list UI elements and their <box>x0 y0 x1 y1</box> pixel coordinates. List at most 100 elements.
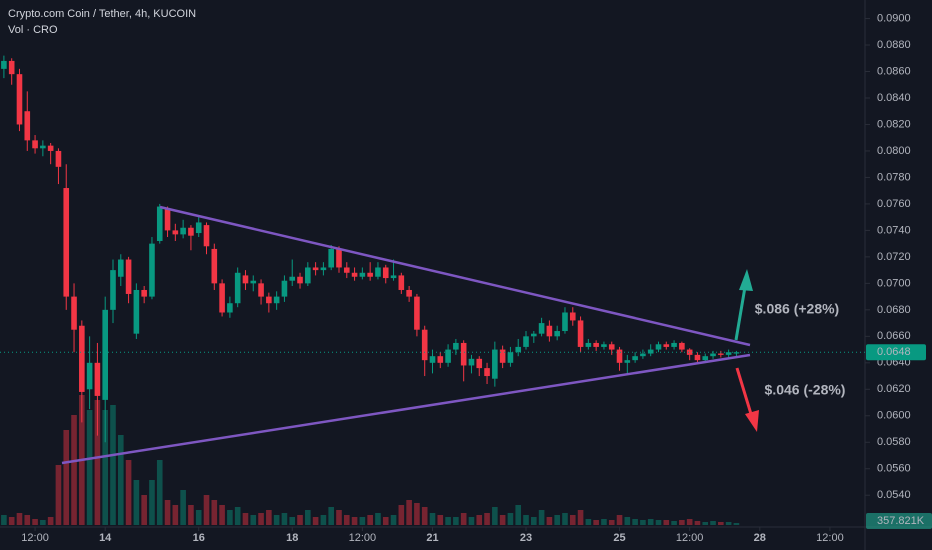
x-tick-label: 23 <box>520 532 532 544</box>
volume-bar <box>390 515 397 525</box>
candle-body <box>476 358 483 369</box>
volume-bar <box>8 517 15 525</box>
candle-body <box>569 312 576 321</box>
volume-bar <box>141 495 147 525</box>
volume-bar <box>172 505 179 525</box>
y-tick-label: 0.0660 <box>877 330 911 342</box>
candle-body <box>640 353 646 357</box>
volume-bar <box>234 507 241 525</box>
y-tick-label: 0.0820 <box>877 118 911 130</box>
candle-body <box>702 356 709 361</box>
y-tick-label: 0.0720 <box>877 251 911 263</box>
volume-bar <box>273 515 280 525</box>
candle-body <box>328 248 334 268</box>
candle-body <box>149 243 155 297</box>
candle-body <box>351 272 358 277</box>
candle-body <box>593 342 599 347</box>
candle-body <box>453 342 459 350</box>
volume-bar <box>219 505 225 525</box>
volume-bar <box>647 519 654 525</box>
volume-bar <box>507 513 514 525</box>
trend-line-lower <box>61 353 751 465</box>
volume-bar <box>266 510 272 525</box>
volume-bar <box>499 515 506 525</box>
volume-bar <box>242 513 249 525</box>
volume-bar <box>16 513 23 525</box>
candle-layer <box>1 55 740 443</box>
volume-bar <box>375 513 381 525</box>
volume-bar <box>195 510 202 525</box>
candle-body <box>79 325 85 392</box>
candle-body <box>585 342 592 347</box>
up-arrow <box>734 286 747 341</box>
candle-body <box>414 296 420 330</box>
x-tick-label: 12:00 <box>816 532 844 544</box>
y-tick-label: 0.0680 <box>877 304 911 316</box>
x-tick-label: 18 <box>286 532 298 544</box>
volume-bar <box>63 430 70 525</box>
volume-bar <box>328 507 334 525</box>
y-tick-label: 0.0860 <box>877 65 911 77</box>
volume-bar <box>47 517 54 525</box>
candle-body <box>172 230 179 235</box>
volume-bar <box>562 513 568 525</box>
candle-body <box>16 74 23 125</box>
candle-body <box>460 342 467 366</box>
chart-title: Crypto.com Coin / Tether, 4h, KUCOIN <box>8 8 196 20</box>
candle-body <box>538 323 545 334</box>
volume-bar <box>55 465 62 525</box>
volume-bar <box>297 515 303 525</box>
x-tick-label: 16 <box>193 532 205 544</box>
volume-bar <box>640 520 646 525</box>
volume-bar <box>343 515 350 525</box>
candle-body <box>305 267 311 284</box>
volume-bar <box>382 517 389 525</box>
volume-bar <box>538 510 545 525</box>
candle-body <box>499 349 506 363</box>
volume-bar <box>117 435 124 525</box>
candle-body <box>320 267 327 271</box>
volume-layer <box>1 395 740 525</box>
candle-body <box>188 227 194 236</box>
candle-body <box>492 349 498 379</box>
y-tick-label: 0.0900 <box>877 12 911 24</box>
candle-body <box>55 150 62 167</box>
candle-body <box>375 267 381 277</box>
candle-body <box>242 275 249 284</box>
volume-bar <box>289 517 296 525</box>
x-tick-label: 28 <box>754 532 766 544</box>
candle-body <box>297 276 303 284</box>
volume-bar <box>437 515 444 525</box>
volume-bar <box>632 519 638 525</box>
volume-bar <box>569 515 576 525</box>
candle-body <box>679 342 685 350</box>
volume-bar <box>484 513 490 525</box>
y-tick-label: 0.0620 <box>877 383 911 395</box>
x-tick-label: 21 <box>426 532 438 544</box>
candle-body <box>125 259 132 294</box>
candle-body <box>608 344 615 350</box>
candle-body <box>647 349 654 354</box>
volume-bar <box>351 517 358 525</box>
volume-bar <box>227 510 233 525</box>
volume-bar <box>577 510 584 525</box>
candle-body <box>1 60 7 69</box>
y-tick-label: 0.0600 <box>877 410 911 422</box>
volume-bar <box>312 517 319 525</box>
x-tick-label: 25 <box>613 532 625 544</box>
candle-body <box>164 209 171 231</box>
candle-body <box>655 344 662 350</box>
y-tick-label: 0.0840 <box>877 92 911 104</box>
candle-body <box>367 272 373 277</box>
volume-bar <box>429 513 436 525</box>
candle-body <box>227 303 233 313</box>
volume-bar <box>515 505 522 525</box>
candle-body <box>63 188 70 297</box>
y-tick-label: 0.0560 <box>877 463 911 475</box>
volume-bar <box>367 515 373 525</box>
volume-bar <box>554 515 560 525</box>
volume-bar <box>445 517 451 525</box>
candle-body <box>203 225 210 247</box>
volume-bar <box>476 515 483 525</box>
candle-body <box>86 362 93 390</box>
